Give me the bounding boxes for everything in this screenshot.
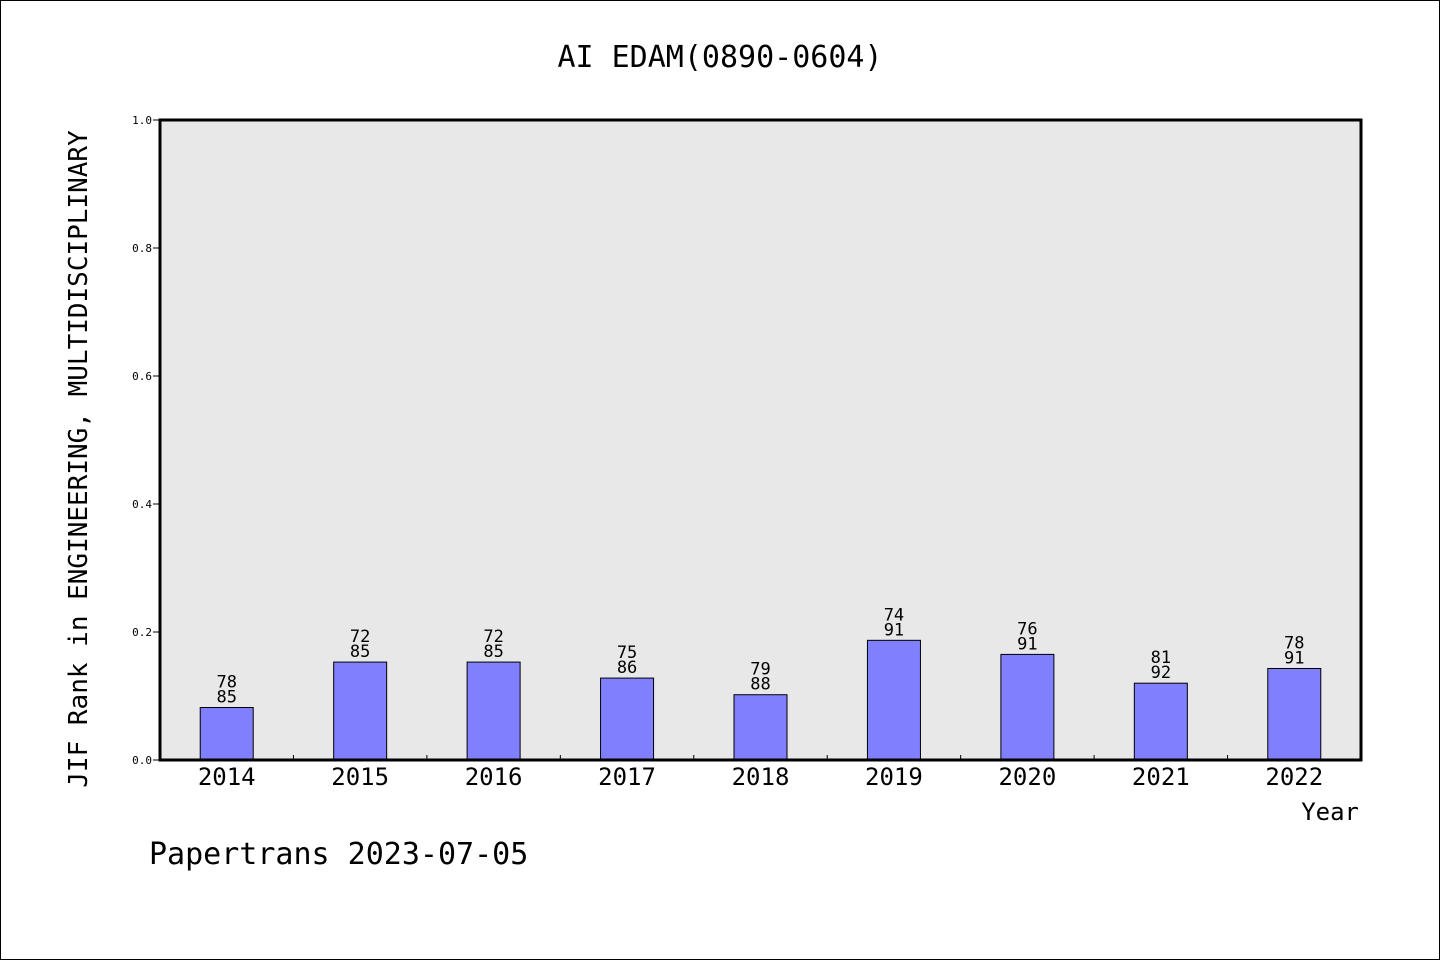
total-label: 91	[1284, 648, 1304, 668]
x-axis: 2014 2015 2016 2017 2018 2019 2020 2021 2022	[198, 755, 1323, 791]
x-tick-label: 2020	[998, 763, 1056, 791]
x-tick-label: 2017	[598, 763, 656, 791]
x-tick-label: 2019	[865, 763, 923, 791]
y-tick-label: 0.6	[132, 370, 152, 383]
y-tick-label: 0.8	[132, 242, 152, 255]
total-label: 92	[1151, 663, 1171, 683]
bar	[333, 661, 388, 761]
rank-label: 72	[483, 627, 503, 647]
rank-label: 76	[1017, 619, 1037, 639]
rank-label: 72	[350, 627, 370, 647]
bar	[1133, 682, 1188, 761]
y-tick-label: 0.2	[132, 626, 152, 639]
x-tick-label: 2018	[732, 763, 790, 791]
rank-label: 75	[617, 643, 637, 663]
total-label: 85	[216, 688, 236, 708]
rank-label: 78	[1284, 633, 1304, 653]
bar	[1267, 667, 1322, 761]
x-tick-label: 2021	[1132, 763, 1190, 791]
x-tick-label: 2022	[1265, 763, 1323, 791]
y-axis-label: JIF Rank in ENGINEERING, MULTIDISCIPLINA…	[64, 130, 94, 788]
bar	[733, 694, 788, 761]
total-label: 88	[750, 675, 770, 695]
bar-series	[199, 639, 1322, 761]
y-axis: 0.0 0.2 0.4 0.6 0.8 1.0	[132, 114, 160, 767]
bar	[600, 677, 655, 761]
total-label: 85	[350, 642, 370, 662]
y-tick-label: 0.0	[132, 754, 152, 767]
x-tick-label: 2014	[198, 763, 256, 791]
rank-label: 74	[884, 605, 904, 625]
plot-area	[158, 118, 1363, 762]
bar	[1000, 653, 1055, 761]
footer-text: Papertrans 2023-07-05	[149, 837, 528, 872]
x-axis-label: Year	[1301, 798, 1359, 826]
bar	[866, 639, 921, 761]
total-label: 91	[884, 620, 904, 640]
plot-border	[158, 118, 1363, 762]
y-tick-label: 0.4	[132, 498, 152, 511]
total-label: 85	[483, 642, 503, 662]
rank-label: 79	[750, 660, 770, 680]
rank-label: 81	[1151, 648, 1171, 668]
x-tick-label: 2015	[331, 763, 389, 791]
y-tick-label: 1.0	[132, 114, 152, 127]
x-tick-label: 2016	[465, 763, 523, 791]
total-label: 86	[617, 658, 637, 678]
total-label: 91	[1017, 634, 1037, 654]
chart-title: AI EDAM(0890-0604)	[557, 40, 882, 75]
bar	[199, 707, 254, 761]
rank-label: 78	[216, 673, 236, 693]
bar	[466, 661, 521, 761]
